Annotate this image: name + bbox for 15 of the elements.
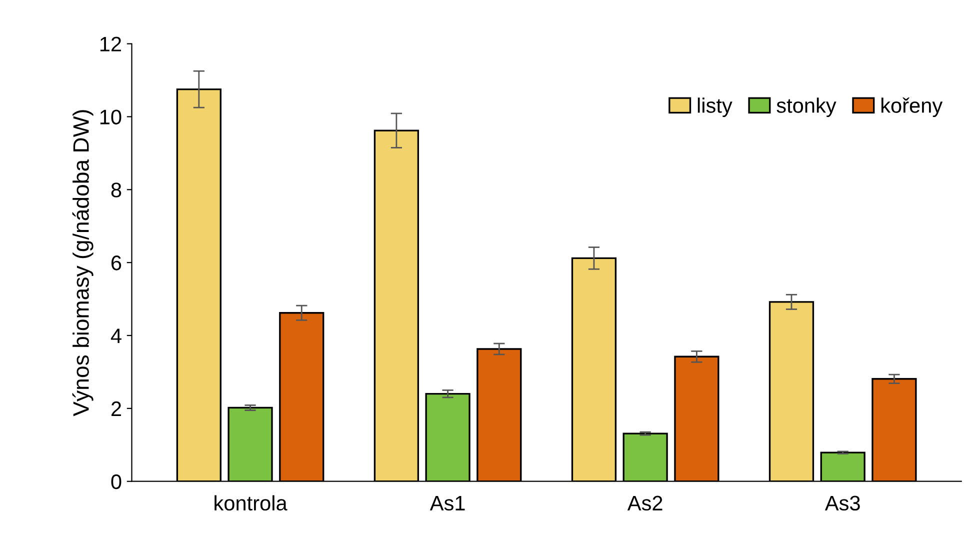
y-axis-title: Výnos biomasy (g/nádoba DW) bbox=[72, 110, 94, 416]
x-tick-label: As1 bbox=[430, 496, 465, 511]
legend-label: kořeny bbox=[881, 98, 943, 118]
y-tick-label: 8 bbox=[111, 182, 122, 198]
x-tick-label: kontrola bbox=[214, 495, 288, 511]
y-tick-label: 2 bbox=[112, 401, 121, 416]
y-tick-label: 6 bbox=[112, 256, 122, 270]
y-tick-label: 0 bbox=[111, 474, 122, 490]
y-tick-label: 4 bbox=[110, 328, 122, 344]
y-tick-label: 12 bbox=[100, 36, 121, 52]
legend-label: stonky bbox=[776, 98, 836, 118]
legend-label: listy bbox=[698, 98, 732, 118]
x-tick-label: As3 bbox=[824, 496, 860, 511]
y-tick-label: 10 bbox=[100, 110, 122, 124]
x-tick-label: As2 bbox=[627, 496, 662, 511]
